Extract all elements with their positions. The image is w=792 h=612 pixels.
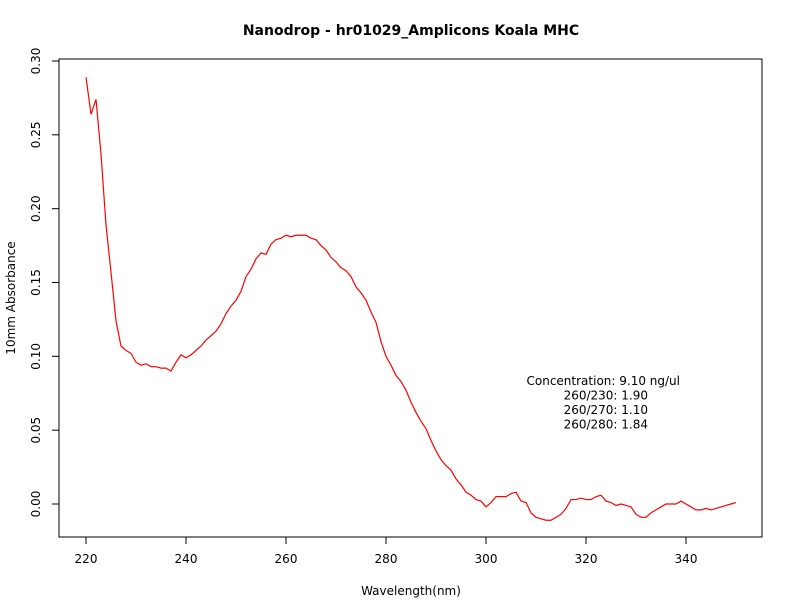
y-tick-label: 0.15 xyxy=(29,269,43,296)
y-tick-label: 0.05 xyxy=(29,417,43,444)
y-tick-label: 0.00 xyxy=(29,491,43,518)
y-tick-label: 0.30 xyxy=(29,48,43,75)
x-tick-label: 260 xyxy=(275,552,298,566)
x-tick-label: 320 xyxy=(575,552,598,566)
x-axis: 220 240 260 280 300 320 340 xyxy=(75,536,698,566)
x-tick-label: 340 xyxy=(675,552,698,566)
y-axis-label: 10mm Absorbance xyxy=(4,241,18,354)
plot-frame xyxy=(58,58,763,538)
x-tick-label: 280 xyxy=(375,552,398,566)
y-tick-label: 0.10 xyxy=(29,343,43,370)
annotation-line: 260/280: 1.84 xyxy=(564,418,648,432)
x-tick-label: 220 xyxy=(75,552,98,566)
x-tick-label: 240 xyxy=(175,552,198,566)
x-tick-label: 300 xyxy=(475,552,498,566)
annotation-line: Concentration: 9.10 ng/ul xyxy=(527,374,681,388)
absorbance-series-line xyxy=(85,77,737,521)
y-axis: 0.00 0.05 0.10 0.15 0.20 0.25 0.30 xyxy=(29,48,60,518)
annotation-line: 260/270: 1.10 xyxy=(564,403,648,417)
y-tick-label: 0.20 xyxy=(29,195,43,222)
x-axis-label: Wavelength(nm) xyxy=(361,584,461,598)
chart-title: Nanodrop - hr01029_Amplicons Koala MHC xyxy=(243,23,579,39)
y-tick-label: 0.25 xyxy=(29,121,43,148)
annotation-line: 260/230: 1.90 xyxy=(564,389,648,403)
